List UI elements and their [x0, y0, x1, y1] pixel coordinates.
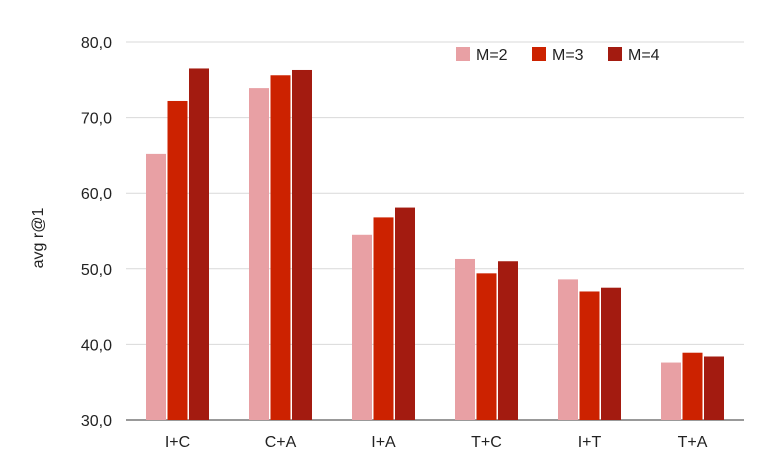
- bar-m2-t-c: [455, 258, 475, 420]
- x-axis-ticks: I+C C+A I+A T+C I+T T+A: [165, 434, 708, 451]
- y-tick-label: 60,0: [81, 186, 112, 203]
- bar-m4-t-a: [704, 356, 724, 420]
- bar-m4-i-a: [395, 207, 415, 420]
- bars: [146, 68, 724, 421]
- bar-m3-t-c: [476, 273, 497, 420]
- bar-m3-c-a: [270, 75, 291, 420]
- bar-m4-c-a: [292, 69, 312, 421]
- bar-m2-i-c: [146, 153, 166, 420]
- bar-m4-t-c: [498, 261, 518, 420]
- y-tick-label: 40,0: [81, 337, 112, 354]
- gridlines: [126, 41, 744, 421]
- bar-m3-i-t: [579, 291, 600, 420]
- bar-m2-i-a: [352, 234, 372, 420]
- x-tick-label: I+A: [371, 434, 396, 451]
- y-axis-ticks: 30,0 40,0 50,0 60,0 70,0 80,0: [81, 35, 112, 430]
- x-tick-label: T+C: [471, 434, 502, 451]
- legend-swatch: [456, 47, 470, 61]
- x-tick-label: C+A: [265, 434, 297, 451]
- y-axis-label: avg r@1: [30, 208, 47, 269]
- bar-m2-c-a: [249, 88, 269, 420]
- legend-swatch: [532, 47, 546, 61]
- legend-label: M=4: [628, 47, 660, 64]
- y-tick-label: 30,0: [81, 413, 112, 430]
- bar-m3-i-a: [373, 217, 394, 420]
- bar-m3-i-c: [167, 100, 188, 420]
- legend: M=2 M=3 M=4: [456, 47, 660, 64]
- legend-label: M=2: [476, 47, 508, 64]
- bar-m2-i-t: [558, 279, 578, 420]
- legend-label: M=3: [552, 47, 584, 64]
- x-tick-label: T+A: [678, 434, 708, 451]
- bar-m4-i-t: [601, 287, 621, 420]
- bar-m3-t-a: [682, 352, 703, 420]
- bar-m2-t-a: [661, 362, 681, 420]
- x-tick-label: I+T: [578, 434, 602, 451]
- x-tick-label: I+C: [165, 434, 190, 451]
- y-tick-label: 50,0: [81, 262, 112, 279]
- y-tick-label: 80,0: [81, 35, 112, 52]
- y-tick-label: 70,0: [81, 111, 112, 128]
- legend-swatch: [608, 47, 622, 61]
- bar-m4-i-c: [189, 68, 209, 421]
